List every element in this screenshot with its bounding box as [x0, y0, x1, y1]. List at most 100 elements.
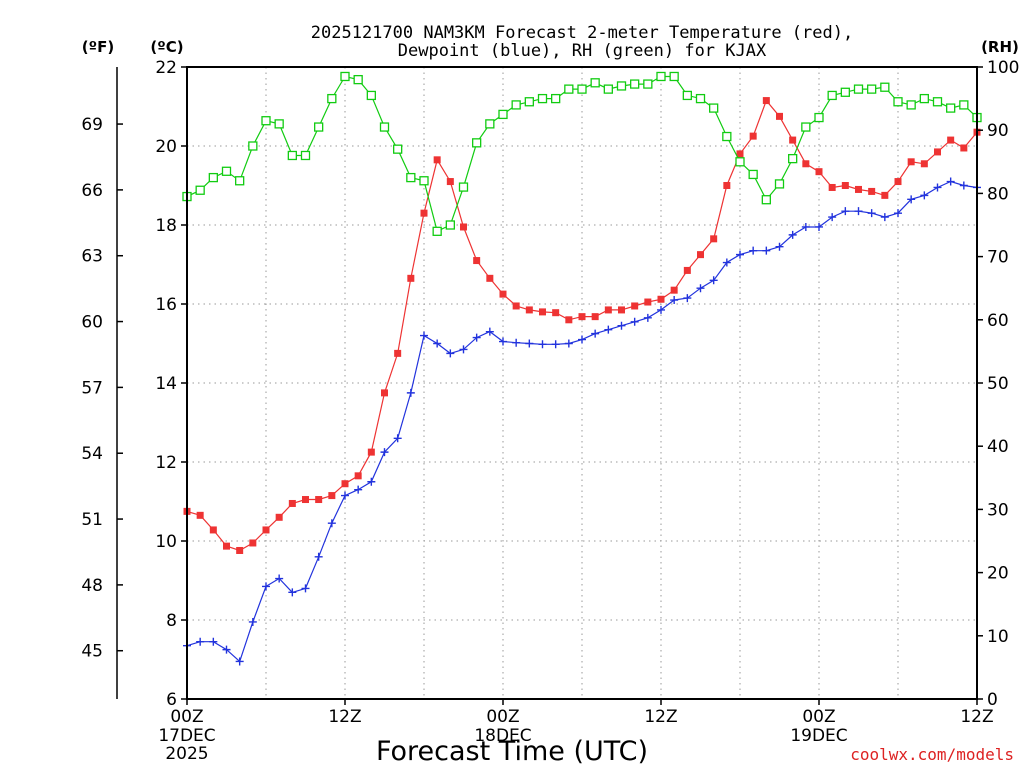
rh-point: [616, 81, 627, 91]
temperature-point: [657, 295, 665, 303]
celsius-unit-label: (ºC): [150, 38, 183, 56]
celsius-tick-label: 12: [155, 453, 177, 473]
temperature-point: [881, 191, 889, 199]
rh-point: [261, 116, 271, 126]
rh-point: [340, 71, 350, 82]
axis-labels: 6 8 10 12 14 16 18 20 22 45 48 51 54 57 60 63 66 69 0 10 20 3…: [81, 58, 1019, 764]
rh-point: [814, 112, 824, 123]
rh-point: [353, 74, 363, 85]
dewpoint-point: [248, 617, 257, 626]
rh-point: [366, 90, 376, 101]
dewpoint-point: [525, 339, 534, 348]
rh-point: [221, 166, 232, 176]
rh-point: [498, 109, 508, 120]
dewpoint-point: [551, 340, 560, 349]
dewpoint-point: [946, 177, 955, 186]
dewpoint-point: [301, 584, 310, 593]
x-tick-label: 12Z: [328, 707, 361, 727]
dewpoint-point: [446, 349, 455, 358]
rh-point: [195, 185, 205, 195]
rh-tick-label: 40: [987, 437, 1009, 457]
dewpoint-point: [262, 582, 270, 591]
dewpoint-point: [894, 209, 902, 218]
rh-point: [774, 179, 785, 189]
temperature-point: [789, 136, 797, 144]
grid-lines: [187, 67, 977, 699]
rh-point: [695, 93, 706, 104]
dewpoint-point: [367, 477, 376, 486]
x-axis-title: Forecast Time (UTC): [376, 736, 648, 767]
celsius-tick-label: 6: [166, 690, 177, 710]
temperature-point: [907, 158, 915, 166]
dewpoint-point: [433, 339, 442, 348]
temperature-point: [288, 499, 296, 507]
dewpoint-point: [643, 313, 652, 322]
rh-point: [932, 97, 943, 107]
temperature-point: [407, 274, 415, 282]
fahrenheit-unit-label: (ºF): [82, 38, 114, 56]
rh-point: [248, 141, 258, 151]
dewpoint-point: [393, 434, 402, 443]
dewpoint-point: [406, 388, 415, 397]
dewpoint-point: [907, 195, 916, 204]
rh-point: [682, 90, 692, 101]
dewpoint-point: [512, 338, 521, 347]
rh-point: [669, 71, 679, 82]
temperature-point: [802, 160, 810, 168]
rh-tick-label: 60: [987, 311, 1009, 331]
rh-point: [511, 100, 521, 110]
temperature-point: [723, 182, 731, 189]
rh-tick-label: 10: [987, 627, 1009, 647]
dewpoint-point: [591, 329, 600, 338]
temperature-point: [262, 526, 270, 534]
temperature-point: [894, 178, 902, 186]
rh-point: [485, 119, 495, 129]
rh-point: [867, 84, 877, 94]
rh-point: [827, 90, 837, 101]
x-tick-label: 00Z: [170, 707, 203, 727]
rh-point: [722, 131, 732, 142]
rh-tick-label: 0: [987, 690, 998, 710]
dewpoint-point: [578, 335, 586, 344]
temperature-point: [433, 156, 441, 164]
temperature-point: [631, 302, 639, 310]
temperature-point: [341, 480, 349, 488]
fahrenheit-tick-label: 57: [81, 378, 103, 398]
rh-tick-label: 20: [987, 564, 1009, 584]
fahrenheit-tick-label: 51: [81, 510, 103, 530]
temperature-point: [736, 150, 744, 158]
rh-point: [893, 97, 903, 107]
rh-point: [801, 122, 811, 132]
dewpoint-point: [420, 331, 428, 340]
temperature-point: [934, 148, 941, 156]
dewpoint-point: [617, 321, 626, 330]
temperature-point: [499, 290, 507, 298]
dewpoint-point: [314, 552, 323, 561]
dewpoint-point: [788, 230, 797, 239]
x-tick-label: 00Z: [486, 707, 519, 727]
temperature-point: [473, 257, 481, 265]
fahrenheit-tick-label: 45: [81, 642, 103, 662]
dewpoint-point: [722, 258, 731, 267]
temperature-point: [460, 223, 467, 231]
series-plus: [183, 177, 981, 666]
rh-point: [314, 122, 324, 132]
temperature-point: [223, 542, 230, 550]
temperature-point: [394, 349, 402, 357]
temperature-point: [947, 136, 955, 144]
rh-point: [379, 122, 390, 132]
rh-point: [577, 84, 587, 94]
dewpoint-point: [380, 448, 389, 457]
dewpoint-point: [222, 645, 231, 654]
celsius-tick-label: 20: [155, 137, 177, 157]
dewpoint-point: [472, 333, 481, 342]
rh-point: [919, 93, 929, 104]
rh-tick-label: 90: [987, 121, 1009, 141]
chart-title-line2: Dewpoint (blue), RH (green) for KJAX: [398, 41, 767, 61]
temperature-point: [381, 389, 388, 397]
rh-point: [419, 176, 429, 186]
rh-point: [603, 84, 613, 94]
rh-point: [287, 150, 297, 161]
x-tick-year: 2025: [165, 744, 208, 764]
rh-point: [300, 150, 311, 161]
